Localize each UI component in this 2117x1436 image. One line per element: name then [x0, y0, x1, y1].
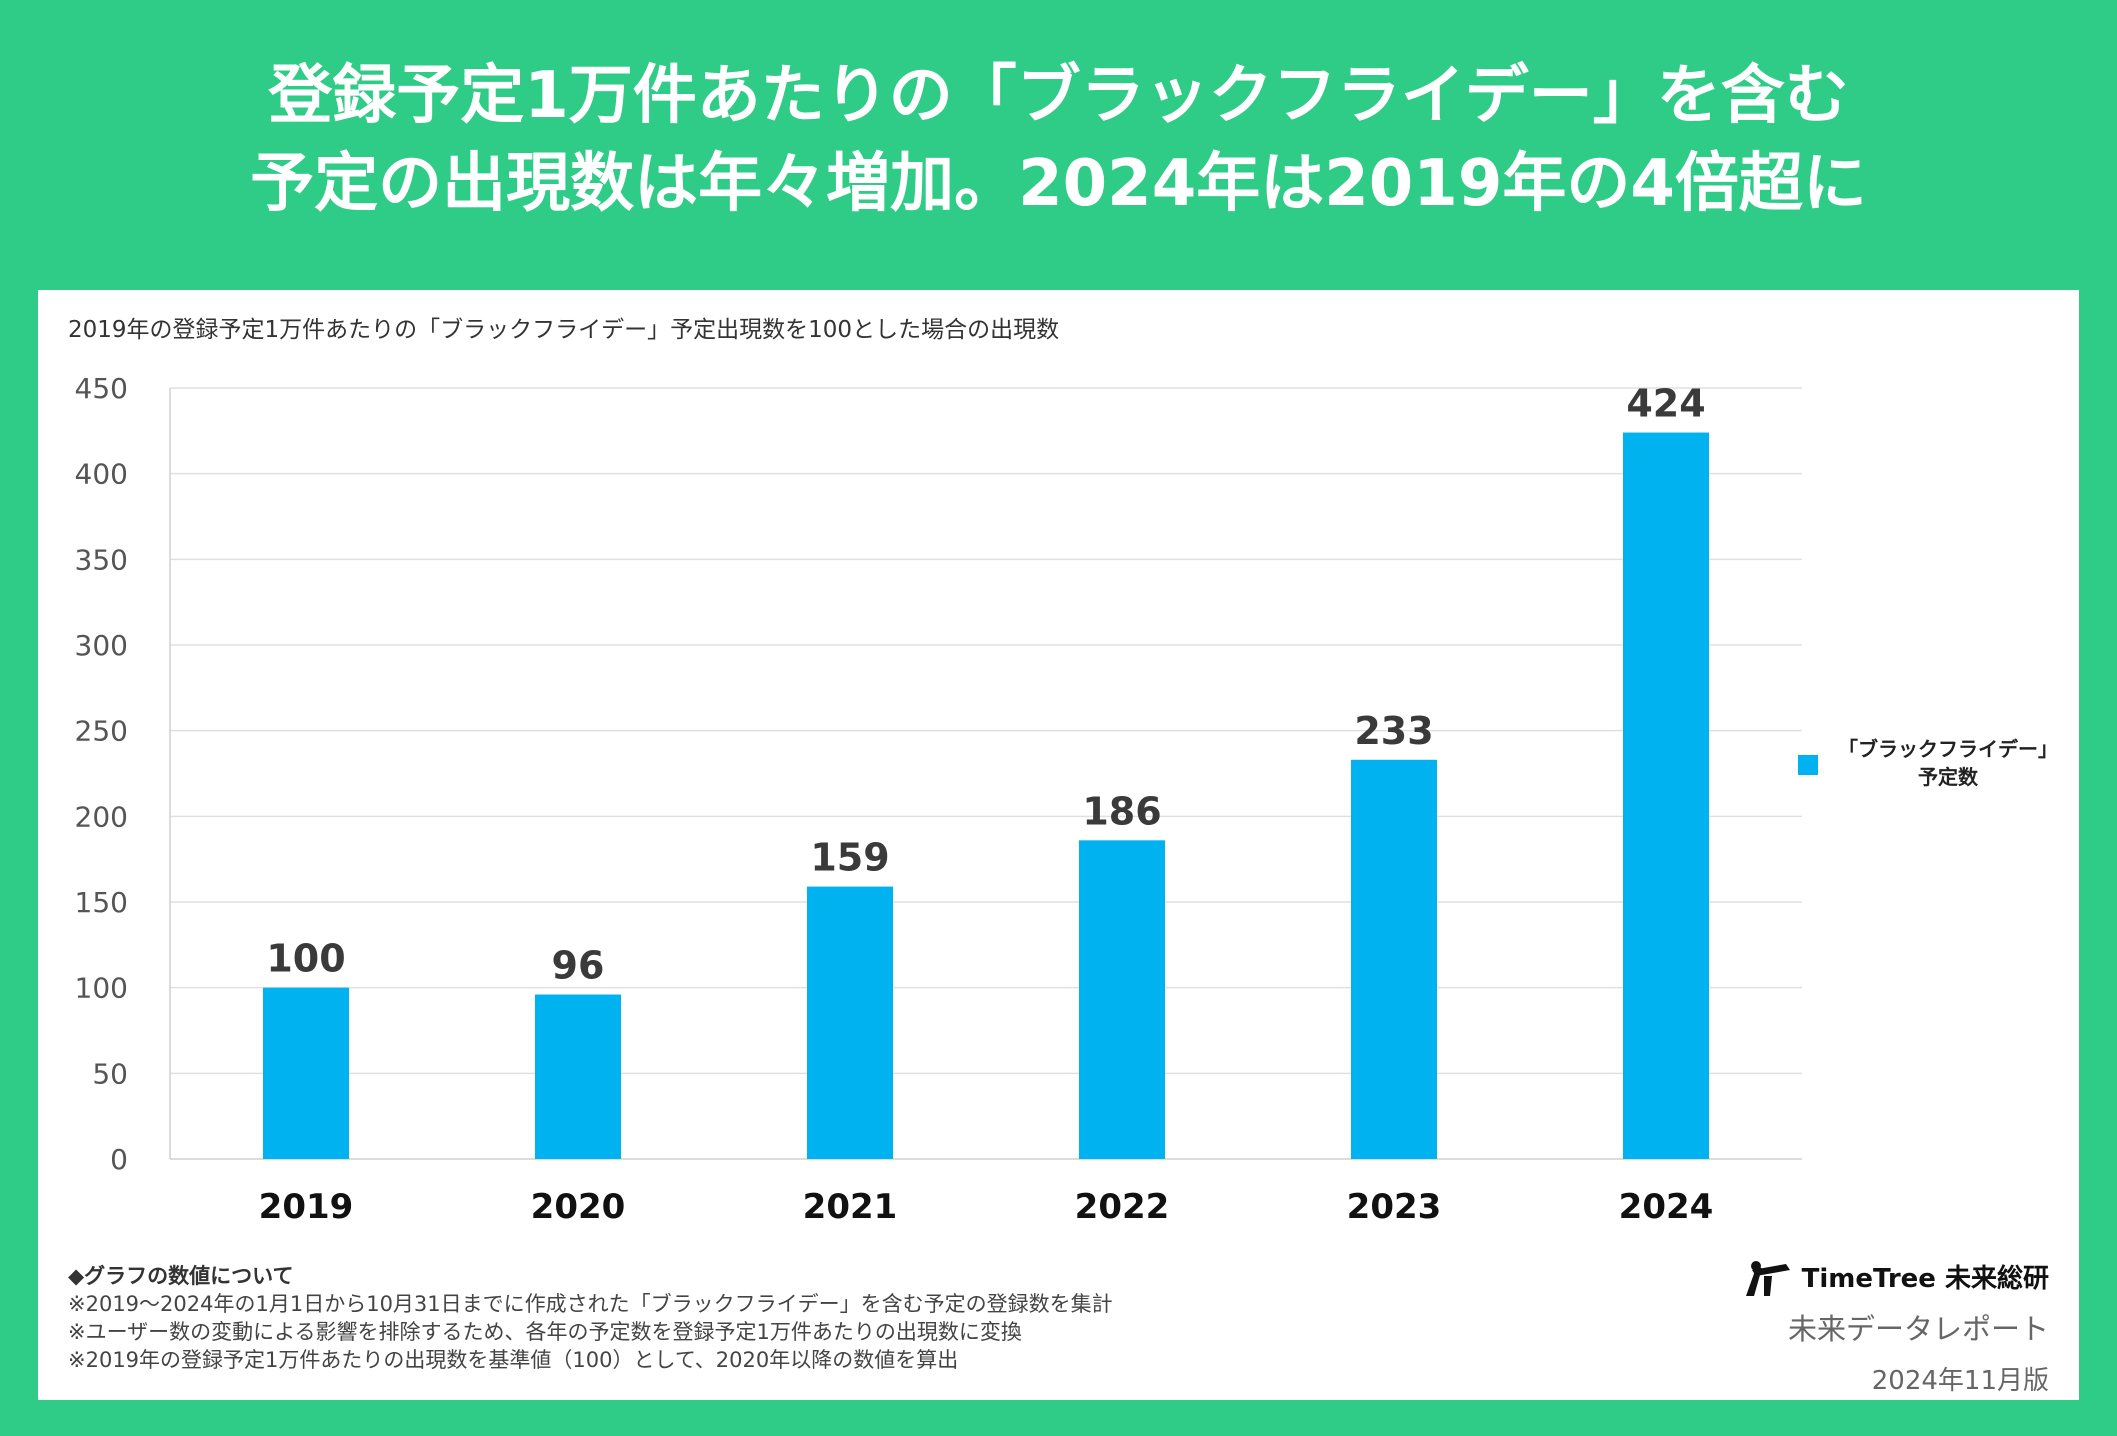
y-tick-label: 300 — [75, 629, 128, 662]
chart-title: 2019年の登録予定1万件あたりの「ブラックフライデー」予定出現数を100とした… — [68, 317, 1060, 343]
x-tick-label: 2021 — [803, 1187, 898, 1227]
data-label: 233 — [1354, 709, 1433, 753]
brand-report: 未来データレポート — [1787, 1311, 2049, 1346]
data-label: 424 — [1626, 382, 1705, 426]
brand-date: 2024年11月版 — [1871, 1365, 2049, 1396]
legend-swatch — [1798, 755, 1818, 775]
x-tick-label: 2019 — [259, 1187, 354, 1227]
notes-title: ◆グラフの数値について — [68, 1264, 294, 1288]
axes — [169, 388, 1802, 1160]
y-tick-label: 150 — [75, 886, 128, 919]
brand-logo-text: TimeTree 未来総研 — [1801, 1264, 2049, 1294]
note-item: ※2019年の登録予定1万件あたりの出現数を基準値（100）として、2020年以… — [68, 1348, 959, 1372]
bars — [263, 432, 1709, 1160]
data-label: 96 — [552, 944, 605, 988]
y-tick-label: 0 — [110, 1143, 128, 1176]
bar — [1623, 432, 1709, 1160]
note-item: ※2019～2024年の1月1日から10月31日までに作成された「ブラックフライ… — [68, 1292, 1113, 1316]
y-tick-label: 450 — [75, 372, 128, 405]
x-tick-label: 2023 — [1347, 1187, 1442, 1227]
y-tick-label: 350 — [75, 543, 128, 576]
headline-line-1: 登録予定1万件あたりの「ブラックフライデー」を含む — [268, 59, 1849, 133]
y-tick-label: 100 — [75, 972, 128, 1005]
legend-label-line-1: 「ブラックフライデー」 — [1838, 737, 2058, 761]
y-tick-label: 50 — [92, 1057, 128, 1090]
bar — [1079, 840, 1165, 1159]
legend-label-line-2: 予定数 — [1918, 765, 1978, 789]
note-item: ※ユーザー数の変動による影響を排除するため、各年の予定数を登録予定1万件あたりの… — [68, 1320, 1022, 1344]
chart-panel: 2019年の登録予定1万件あたりの「ブラックフライデー」予定出現数を100とした… — [38, 290, 2079, 1400]
bar — [1351, 759, 1437, 1159]
headline-line-2: 予定の出現数は年々増加。2024年は2019年の4倍超に — [250, 147, 1867, 221]
data-label: 186 — [1082, 789, 1161, 833]
bar — [535, 994, 621, 1159]
labels: 0 50 100 150 200 250 300 350 400 450 100 2019 96 2020… — [75, 372, 1714, 1227]
legend: 「ブラックフライデー」 予定数 — [1798, 735, 2068, 795]
y-tick-label: 200 — [75, 800, 128, 833]
y-tick-label: 400 — [75, 458, 128, 491]
headline: 登録予定1万件あたりの「ブラックフライデー」を含む 予定の出現数は年々増加。20… — [0, 52, 2117, 228]
gridlines — [170, 387, 1802, 1075]
brand: TimeTree 未来総研 未来データレポート 2024年11月版 — [1742, 1258, 2049, 1397]
x-tick-label: 2022 — [1075, 1187, 1170, 1227]
data-label: 159 — [810, 836, 889, 880]
x-tick-label: 2020 — [531, 1187, 626, 1227]
y-tick-label: 250 — [75, 715, 128, 748]
bar — [263, 987, 349, 1159]
x-tick-label: 2024 — [1619, 1187, 1714, 1227]
bar-chart: 0 50 100 150 200 250 300 350 400 450 100 2019 96 2020… — [75, 372, 1802, 1227]
bar — [807, 886, 893, 1159]
legend-label: 「ブラックフライデー」 予定数 — [1828, 735, 2068, 791]
notes: ◆グラフの数値について ※2019～2024年の1月1日から10月31日までに作… — [68, 1262, 1113, 1374]
data-label: 100 — [266, 937, 345, 981]
brand-logo: TimeTree 未来総研 — [1742, 1258, 2049, 1300]
tree-logo-icon — [1745, 1260, 1790, 1296]
